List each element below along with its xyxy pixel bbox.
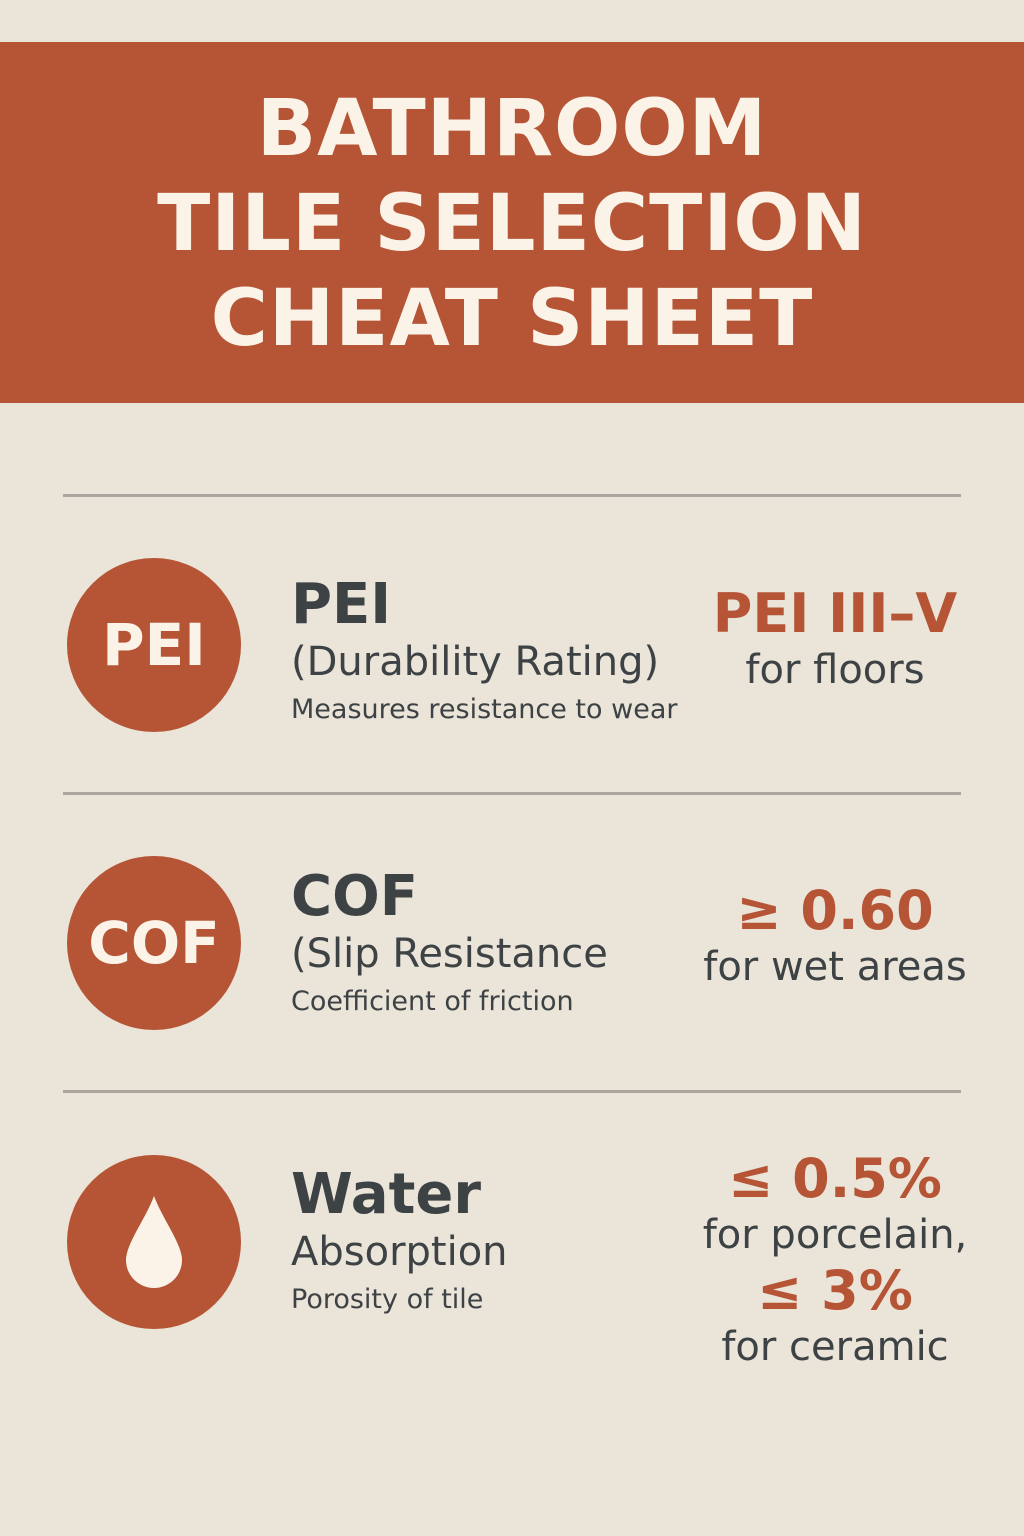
water-recommendation: ≤ 0.5% for porcelain, ≤ 3% for ceramic — [680, 1148, 990, 1372]
water-drop-icon — [126, 1196, 182, 1288]
page-title: BATHROOM TILE SELECTION CHEAT SHEET — [0, 82, 1024, 367]
row-description: Measures resistance to wear — [291, 694, 678, 725]
cof-label: COF (Slip Resistance Coefficient of fric… — [291, 866, 608, 1024]
pei-recommendation: PEI III–V for floors — [690, 583, 980, 695]
row-value: PEI III–V — [712, 582, 958, 645]
row-subtitle: (Durability Rating) — [291, 639, 660, 685]
row-value-note: for porcelain, — [702, 1212, 968, 1258]
title-line: TILE SELECTION — [157, 179, 867, 269]
water-label: Water Absorption Porosity of tile — [291, 1164, 508, 1322]
row-title: COF — [291, 864, 418, 929]
row-value: ≥ 0.60 — [736, 879, 934, 942]
badge-text: COF — [88, 909, 220, 977]
row-description: Coefficient of friction — [291, 986, 574, 1017]
row-value-note: for floors — [745, 647, 925, 693]
divider — [63, 792, 961, 795]
row-value-2: ≤ 3% — [757, 1259, 913, 1322]
row-subtitle: (Slip Resistance — [291, 931, 608, 977]
cof-badge-icon: COF — [67, 856, 241, 1030]
cof-recommendation: ≥ 0.60 for wet areas — [690, 880, 980, 992]
divider — [63, 494, 961, 497]
water-drop-badge — [67, 1155, 241, 1329]
row-value-note: for wet areas — [703, 944, 967, 990]
row-value-note-2: for ceramic — [721, 1324, 949, 1370]
badge-text: PEI — [102, 611, 206, 679]
row-description: Porosity of tile — [291, 1284, 484, 1315]
row-subtitle: Absorption — [291, 1229, 508, 1275]
title-line: CHEAT SHEET — [210, 274, 814, 364]
divider — [63, 1090, 961, 1093]
row-title: Water — [291, 1162, 481, 1227]
title-line: BATHROOM — [256, 84, 768, 174]
pei-label: PEI (Durability Rating) Measures resista… — [291, 574, 677, 732]
pei-badge-icon: PEI — [67, 558, 241, 732]
row-title: PEI — [291, 572, 392, 637]
row-value: ≤ 0.5% — [728, 1147, 942, 1210]
header-banner — [0, 42, 1024, 403]
